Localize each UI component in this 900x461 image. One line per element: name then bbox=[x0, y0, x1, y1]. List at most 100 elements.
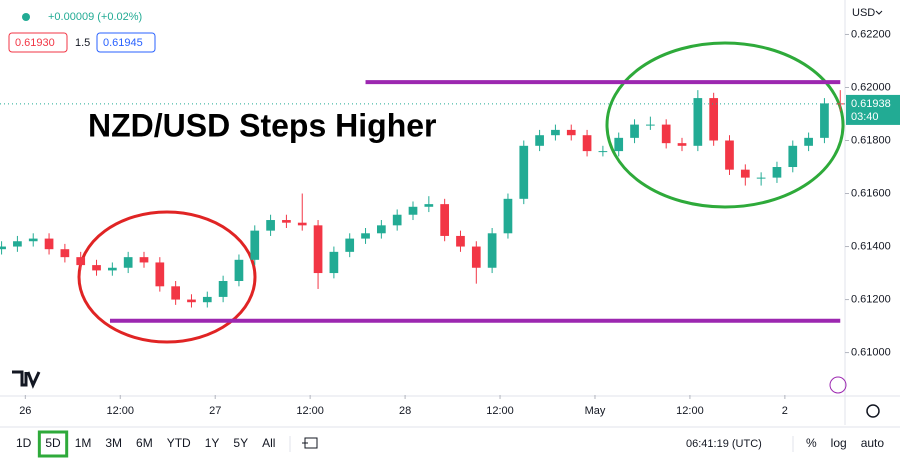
candle-body bbox=[266, 220, 275, 231]
currency-caret[interactable] bbox=[875, 10, 883, 15]
x-tick-label: 26 bbox=[19, 405, 31, 417]
candle-body bbox=[725, 140, 734, 170]
candle-body bbox=[503, 198, 513, 234]
candle-body bbox=[519, 145, 529, 199]
y-tick-label: 0.61400 bbox=[851, 240, 891, 252]
period-button[interactable]: 5Y bbox=[233, 436, 248, 450]
event-icon[interactable] bbox=[829, 376, 847, 394]
chart-title: NZD/USD Steps Higher bbox=[88, 107, 436, 143]
bid[interactable]: 0.61930 bbox=[15, 37, 55, 49]
candle-body bbox=[566, 129, 576, 136]
candle-body bbox=[535, 135, 544, 146]
x-tick-label: 12:00 bbox=[106, 405, 134, 417]
candle-body bbox=[44, 238, 54, 250]
y-tick-label: 0.61200 bbox=[851, 293, 891, 305]
last-price-box bbox=[846, 94, 900, 125]
x-tick-label: 27 bbox=[209, 405, 221, 417]
candle-body bbox=[646, 124, 655, 126]
candle-body bbox=[361, 233, 370, 239]
clock[interactable]: 06:41:19 (UTC) bbox=[686, 438, 762, 450]
candle-body bbox=[471, 246, 481, 268]
candle-body bbox=[772, 167, 782, 178]
candle-body bbox=[28, 238, 38, 242]
candle-body bbox=[139, 257, 149, 263]
period-button[interactable]: 6M bbox=[136, 436, 153, 450]
period-button[interactable]: YTD bbox=[167, 436, 191, 450]
x-tick-label: 12:00 bbox=[296, 405, 324, 417]
candle-body bbox=[487, 233, 497, 268]
candle-body bbox=[123, 257, 133, 268]
period-button[interactable]: All bbox=[262, 436, 275, 450]
candle-body bbox=[756, 177, 766, 179]
candle-body bbox=[677, 143, 687, 146]
candle-body bbox=[187, 299, 196, 303]
candle-body bbox=[107, 267, 117, 271]
candle-body bbox=[171, 286, 180, 300]
x-tick-label: 28 bbox=[399, 405, 411, 417]
candle-body bbox=[345, 238, 355, 252]
candle-body bbox=[297, 222, 307, 226]
x-tick-label: 2 bbox=[782, 405, 788, 417]
currency[interactable]: USD bbox=[852, 7, 875, 19]
countdown: 03:40 bbox=[851, 111, 879, 123]
period-button[interactable]: 1M bbox=[75, 436, 92, 450]
ask[interactable]: 0.61945 bbox=[103, 37, 143, 49]
change: +0.00009 (+0.02%) bbox=[48, 11, 142, 23]
last-price-label: 0.61938 bbox=[851, 98, 891, 110]
candle-body bbox=[630, 124, 639, 138]
candle-body bbox=[820, 103, 829, 138]
logo bbox=[12, 370, 41, 389]
candle-body bbox=[614, 137, 624, 152]
candle-body bbox=[76, 257, 86, 266]
chart-option[interactable]: % bbox=[806, 436, 817, 450]
settings-icon[interactable] bbox=[866, 404, 880, 418]
candle-body bbox=[551, 129, 560, 136]
candle-body bbox=[788, 145, 798, 168]
candle-body bbox=[13, 241, 22, 247]
candle-body bbox=[218, 281, 228, 297]
x-tick-label: 12:00 bbox=[676, 405, 704, 417]
spread: 1.5 bbox=[75, 37, 90, 49]
candle-body bbox=[693, 98, 703, 146]
y-tick-label: 0.61800 bbox=[851, 134, 891, 146]
candle-body bbox=[740, 169, 750, 178]
x-tick-label: 12:00 bbox=[486, 405, 514, 417]
candle-body bbox=[92, 265, 101, 271]
bid-box[interactable] bbox=[8, 32, 68, 53]
candle-body bbox=[250, 230, 260, 260]
candle-body bbox=[392, 214, 402, 226]
y-tick-label: 0.62200 bbox=[851, 28, 891, 40]
candle-body bbox=[234, 259, 244, 282]
candle-body bbox=[329, 251, 339, 274]
candle-body bbox=[202, 296, 212, 303]
candle-body bbox=[313, 225, 323, 274]
chart-option[interactable]: auto bbox=[861, 436, 885, 450]
x-tick-label: May bbox=[585, 405, 606, 417]
candle-body bbox=[408, 206, 418, 215]
candle-body bbox=[582, 135, 592, 152]
goto-icon[interactable] bbox=[302, 437, 318, 449]
y-tick-label: 0.61600 bbox=[851, 187, 891, 199]
candle-body bbox=[709, 98, 719, 141]
period-button[interactable]: 3M bbox=[105, 436, 122, 450]
red-circle bbox=[77, 210, 257, 344]
candle-body bbox=[440, 204, 450, 236]
candle-body bbox=[155, 262, 165, 287]
period-button[interactable]: 5D bbox=[45, 436, 61, 450]
candle-body bbox=[377, 225, 386, 234]
chart-option[interactable]: log bbox=[831, 436, 847, 450]
candle-body bbox=[456, 235, 465, 247]
y-tick-label: 0.61000 bbox=[851, 346, 891, 358]
candle-body bbox=[804, 137, 813, 146]
active-period[interactable] bbox=[37, 430, 69, 458]
candle-body bbox=[598, 151, 608, 153]
y-tick-label: 0.62000 bbox=[851, 81, 891, 93]
green-circle bbox=[605, 41, 845, 209]
candle-body bbox=[424, 204, 434, 207]
period-button[interactable]: 1Y bbox=[205, 436, 220, 450]
ask-box[interactable] bbox=[96, 32, 156, 53]
period-button[interactable]: 1D bbox=[16, 436, 32, 450]
candle-body bbox=[661, 124, 671, 144]
